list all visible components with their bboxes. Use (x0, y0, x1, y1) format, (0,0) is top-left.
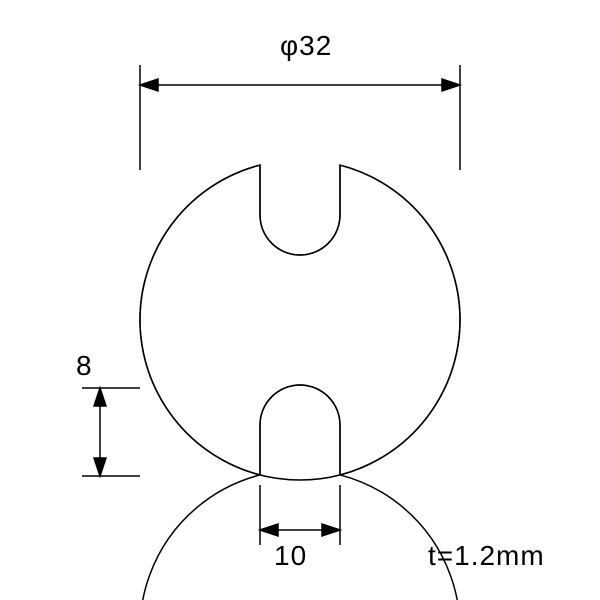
main-shape (140, 165, 460, 600)
dim-slot-width (260, 485, 340, 545)
thickness-label: t=1.2mm (428, 540, 545, 572)
dim-diameter (140, 65, 460, 170)
part-outline (140, 165, 460, 475)
dim-slot-depth (82, 388, 140, 476)
slot-depth-label: 8 (76, 350, 93, 382)
diameter-label: φ32 (280, 30, 332, 62)
drawing-canvas (0, 0, 600, 600)
slot-width-label: 10 (274, 540, 307, 572)
